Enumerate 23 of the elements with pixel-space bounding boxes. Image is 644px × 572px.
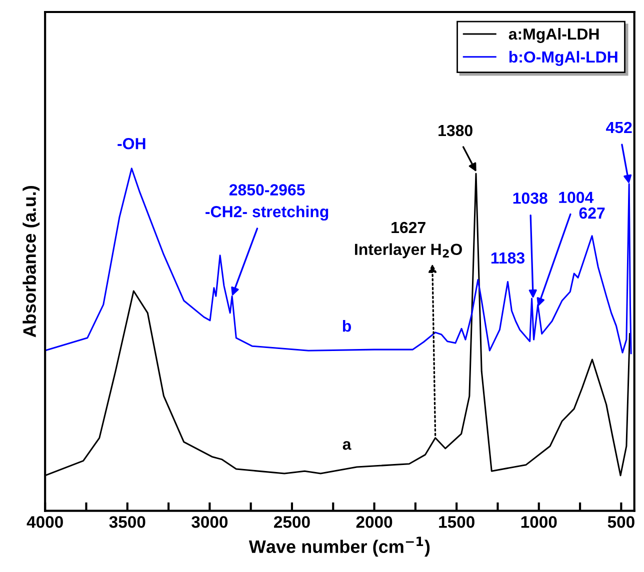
annotation: 1004 <box>559 192 594 204</box>
annotation: 1183 <box>491 252 525 264</box>
x-tick-label: 2000 <box>356 516 392 528</box>
annotation: 627 <box>579 207 605 219</box>
x-tick-label: 1500 <box>439 516 474 528</box>
x-axis-title: Wave number (cm$^{−1}$) <box>248 536 430 557</box>
x-tick-label: 3000 <box>192 516 228 528</box>
annotation: -OH <box>118 138 146 150</box>
x-tick-label: 3500 <box>109 516 146 528</box>
x-tick-label: 4000 <box>26 516 63 528</box>
annotation: 1038 <box>513 192 548 204</box>
x-tick-label: 1000 <box>521 516 557 528</box>
annotation: 1380 <box>438 124 472 136</box>
annotation: a <box>342 441 352 450</box>
y-axis-title: Absorbance (a.u.) <box>22 186 40 338</box>
x-tick-label: 2500 <box>274 516 310 528</box>
annotation: 2850-2965 -CH2- stretching <box>206 184 328 221</box>
annotation: b <box>342 320 352 332</box>
legend-label: b:O-MgAl-LDH <box>509 50 618 66</box>
annotation: 1627 Interlayer H$_{2}$O <box>355 222 462 258</box>
legend-label: a:MgAl-LDH <box>508 28 599 43</box>
annotation: 452 <box>606 122 632 134</box>
x-tick-label: 500 <box>608 516 634 528</box>
